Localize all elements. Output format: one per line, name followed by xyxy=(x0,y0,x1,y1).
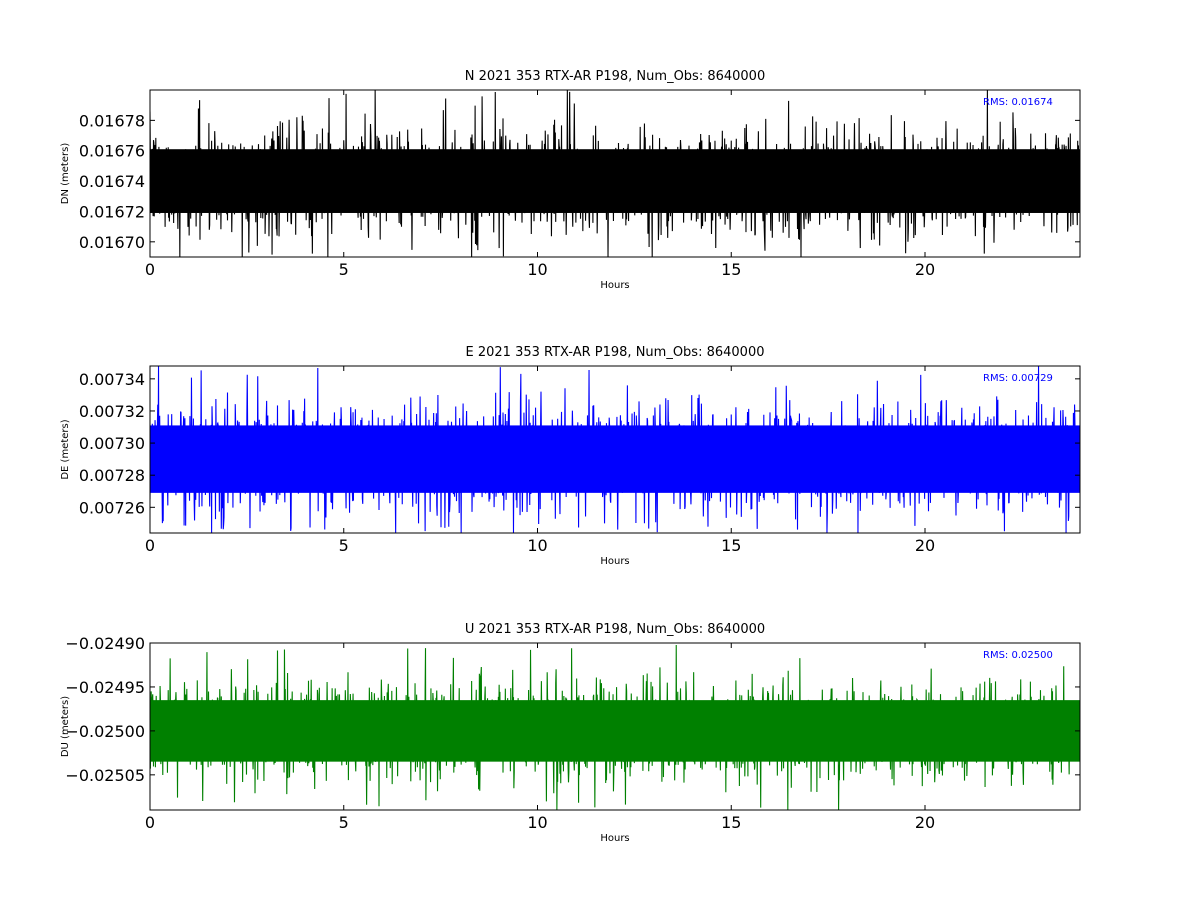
x-tick-label: 10 xyxy=(527,813,547,832)
axes-frame xyxy=(149,642,1081,811)
y-tick-label: 0.00728 xyxy=(79,466,145,485)
series-line xyxy=(150,645,1080,810)
rms-annotation: RMS: 0.00729 xyxy=(983,373,1053,384)
y-axis-label: DE (meters) xyxy=(60,419,71,479)
y-axis-label: DN (meters) xyxy=(60,143,71,205)
y-tick-label: 0.00726 xyxy=(79,498,145,517)
y-tick-label: −0.02505 xyxy=(65,766,145,785)
y-tick-label: −0.02500 xyxy=(65,722,145,741)
axes-frame xyxy=(149,365,1081,534)
x-tick-label: 20 xyxy=(915,536,935,555)
y-tick-label: 0.01672 xyxy=(79,202,145,221)
x-tick-label: 15 xyxy=(721,813,741,832)
y-tick-label: 0.00734 xyxy=(79,370,145,389)
y-tick-label: 0.00730 xyxy=(79,434,145,453)
y-tick-label: −0.02490 xyxy=(65,634,145,653)
y-axis-label: DU (meters) xyxy=(60,696,71,757)
rms-annotation: RMS: 0.02500 xyxy=(983,650,1053,661)
x-axis-label: Hours xyxy=(600,833,629,844)
series-line xyxy=(150,90,1080,257)
y-tick-label: −0.02495 xyxy=(65,678,145,697)
x-tick-label: 5 xyxy=(339,813,349,832)
series-line xyxy=(150,366,1080,533)
x-axis-label: Hours xyxy=(600,556,629,567)
x-tick-label: 0 xyxy=(145,260,155,279)
subplot-title: U 2021 353 RTX-AR P198, Num_Obs: 8640000 xyxy=(465,622,765,637)
rms-annotation: RMS: 0.01674 xyxy=(983,97,1053,108)
x-tick-label: 10 xyxy=(527,536,547,555)
y-tick-label: 0.01676 xyxy=(79,142,145,161)
axes-frame xyxy=(149,89,1081,258)
x-tick-label: 15 xyxy=(721,260,741,279)
subplot-2: U 2021 353 RTX-AR P198, Num_Obs: 8640000… xyxy=(60,622,1081,844)
subplot-1: E 2021 353 RTX-AR P198, Num_Obs: 8640000… xyxy=(60,345,1081,567)
x-tick-label: 20 xyxy=(915,260,935,279)
subplot-title: E 2021 353 RTX-AR P198, Num_Obs: 8640000 xyxy=(466,345,765,360)
y-tick-label: 0.01670 xyxy=(79,233,145,252)
subplot-0: N 2021 353 RTX-AR P198, Num_Obs: 8640000… xyxy=(60,69,1081,291)
x-axis-label: Hours xyxy=(600,280,629,291)
y-tick-label: 0.01674 xyxy=(79,172,145,191)
x-tick-label: 5 xyxy=(339,536,349,555)
y-tick-label: 0.01678 xyxy=(79,111,145,130)
x-tick-label: 0 xyxy=(145,536,155,555)
x-tick-label: 5 xyxy=(339,260,349,279)
x-tick-label: 0 xyxy=(145,813,155,832)
x-tick-label: 10 xyxy=(527,260,547,279)
subplot-title: N 2021 353 RTX-AR P198, Num_Obs: 8640000 xyxy=(465,69,765,84)
x-tick-label: 15 xyxy=(721,536,741,555)
x-tick-label: 20 xyxy=(915,813,935,832)
y-tick-label: 0.00732 xyxy=(79,402,145,421)
